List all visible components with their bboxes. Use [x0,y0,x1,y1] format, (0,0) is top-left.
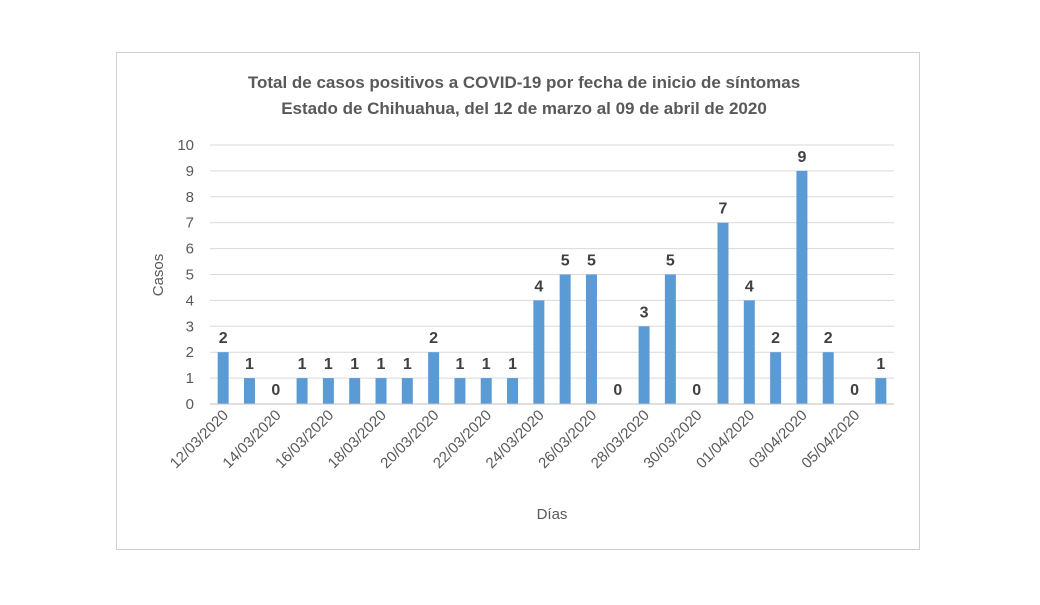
data-label: 1 [403,356,412,373]
y-tick-label: 3 [186,318,194,335]
bar [349,378,361,404]
data-label: 1 [876,356,885,373]
bar [454,378,466,404]
data-label: 1 [245,356,254,373]
data-label: 4 [534,278,543,295]
y-tick-label: 2 [186,344,194,361]
data-label: 1 [324,356,333,373]
bar [322,378,334,404]
data-label: 0 [850,382,859,399]
data-label: 1 [377,356,386,373]
data-label: 0 [692,382,701,399]
bar [664,274,676,404]
data-label: 9 [797,149,806,166]
grid-lines [210,144,894,379]
y-tick-label: 0 [186,396,194,413]
y-tick-label: 7 [186,215,194,232]
data-label: 1 [350,356,359,373]
bar [243,378,255,404]
data-label: 1 [508,356,517,373]
y-tick-label: 5 [186,267,194,284]
bar [480,378,492,404]
bar [585,274,597,404]
data-label: 1 [298,356,307,373]
chart-frame: Total de casos positivos a COVID-19 por … [116,52,920,550]
bar [743,300,755,404]
bar [559,274,571,404]
data-label: 1 [482,356,491,373]
bar [822,352,834,404]
y-tick-label: 1 [186,370,194,387]
bar [717,222,729,404]
y-tick-label: 4 [186,292,194,309]
bar [375,378,387,404]
y-axis-ticks: 0 1 2 3 4 5 6 7 8 9 10 [177,137,194,413]
x-axis-ticks: 12/03/202014/03/202016/03/202018/03/2020… [167,407,863,472]
data-label: 5 [561,253,570,270]
chart-title: Total de casos positivos a COVID-19 por … [248,73,800,92]
bar-chart: Total de casos positivos a COVID-19 por … [150,73,894,523]
data-label: 5 [587,253,596,270]
bar [875,378,887,404]
bar [296,378,308,404]
bar [507,378,519,404]
data-label: 0 [271,382,280,399]
bar [428,352,440,404]
y-tick-label: 8 [186,189,194,206]
data-label: 2 [219,330,228,347]
data-label: 2 [771,330,780,347]
x-axis-title: Días [537,506,568,523]
bar [638,326,650,404]
data-label: 2 [429,330,438,347]
y-tick-label: 9 [186,163,194,180]
y-tick-label: 10 [177,137,194,154]
data-label: 0 [613,382,622,399]
bars [217,170,887,404]
bar [533,300,545,404]
bar [217,352,229,404]
chart-subtitle: Estado de Chihuahua, del 12 de marzo al … [281,99,767,118]
bar [796,170,808,404]
data-label: 7 [719,201,728,218]
bar [770,352,782,404]
data-label: 3 [640,304,649,321]
data-label: 2 [824,330,833,347]
data-label: 4 [745,278,754,295]
y-tick-label: 6 [186,241,194,258]
data-label: 1 [455,356,464,373]
bar [401,378,413,404]
data-label: 5 [666,253,675,270]
y-axis-title: Casos [150,254,167,297]
